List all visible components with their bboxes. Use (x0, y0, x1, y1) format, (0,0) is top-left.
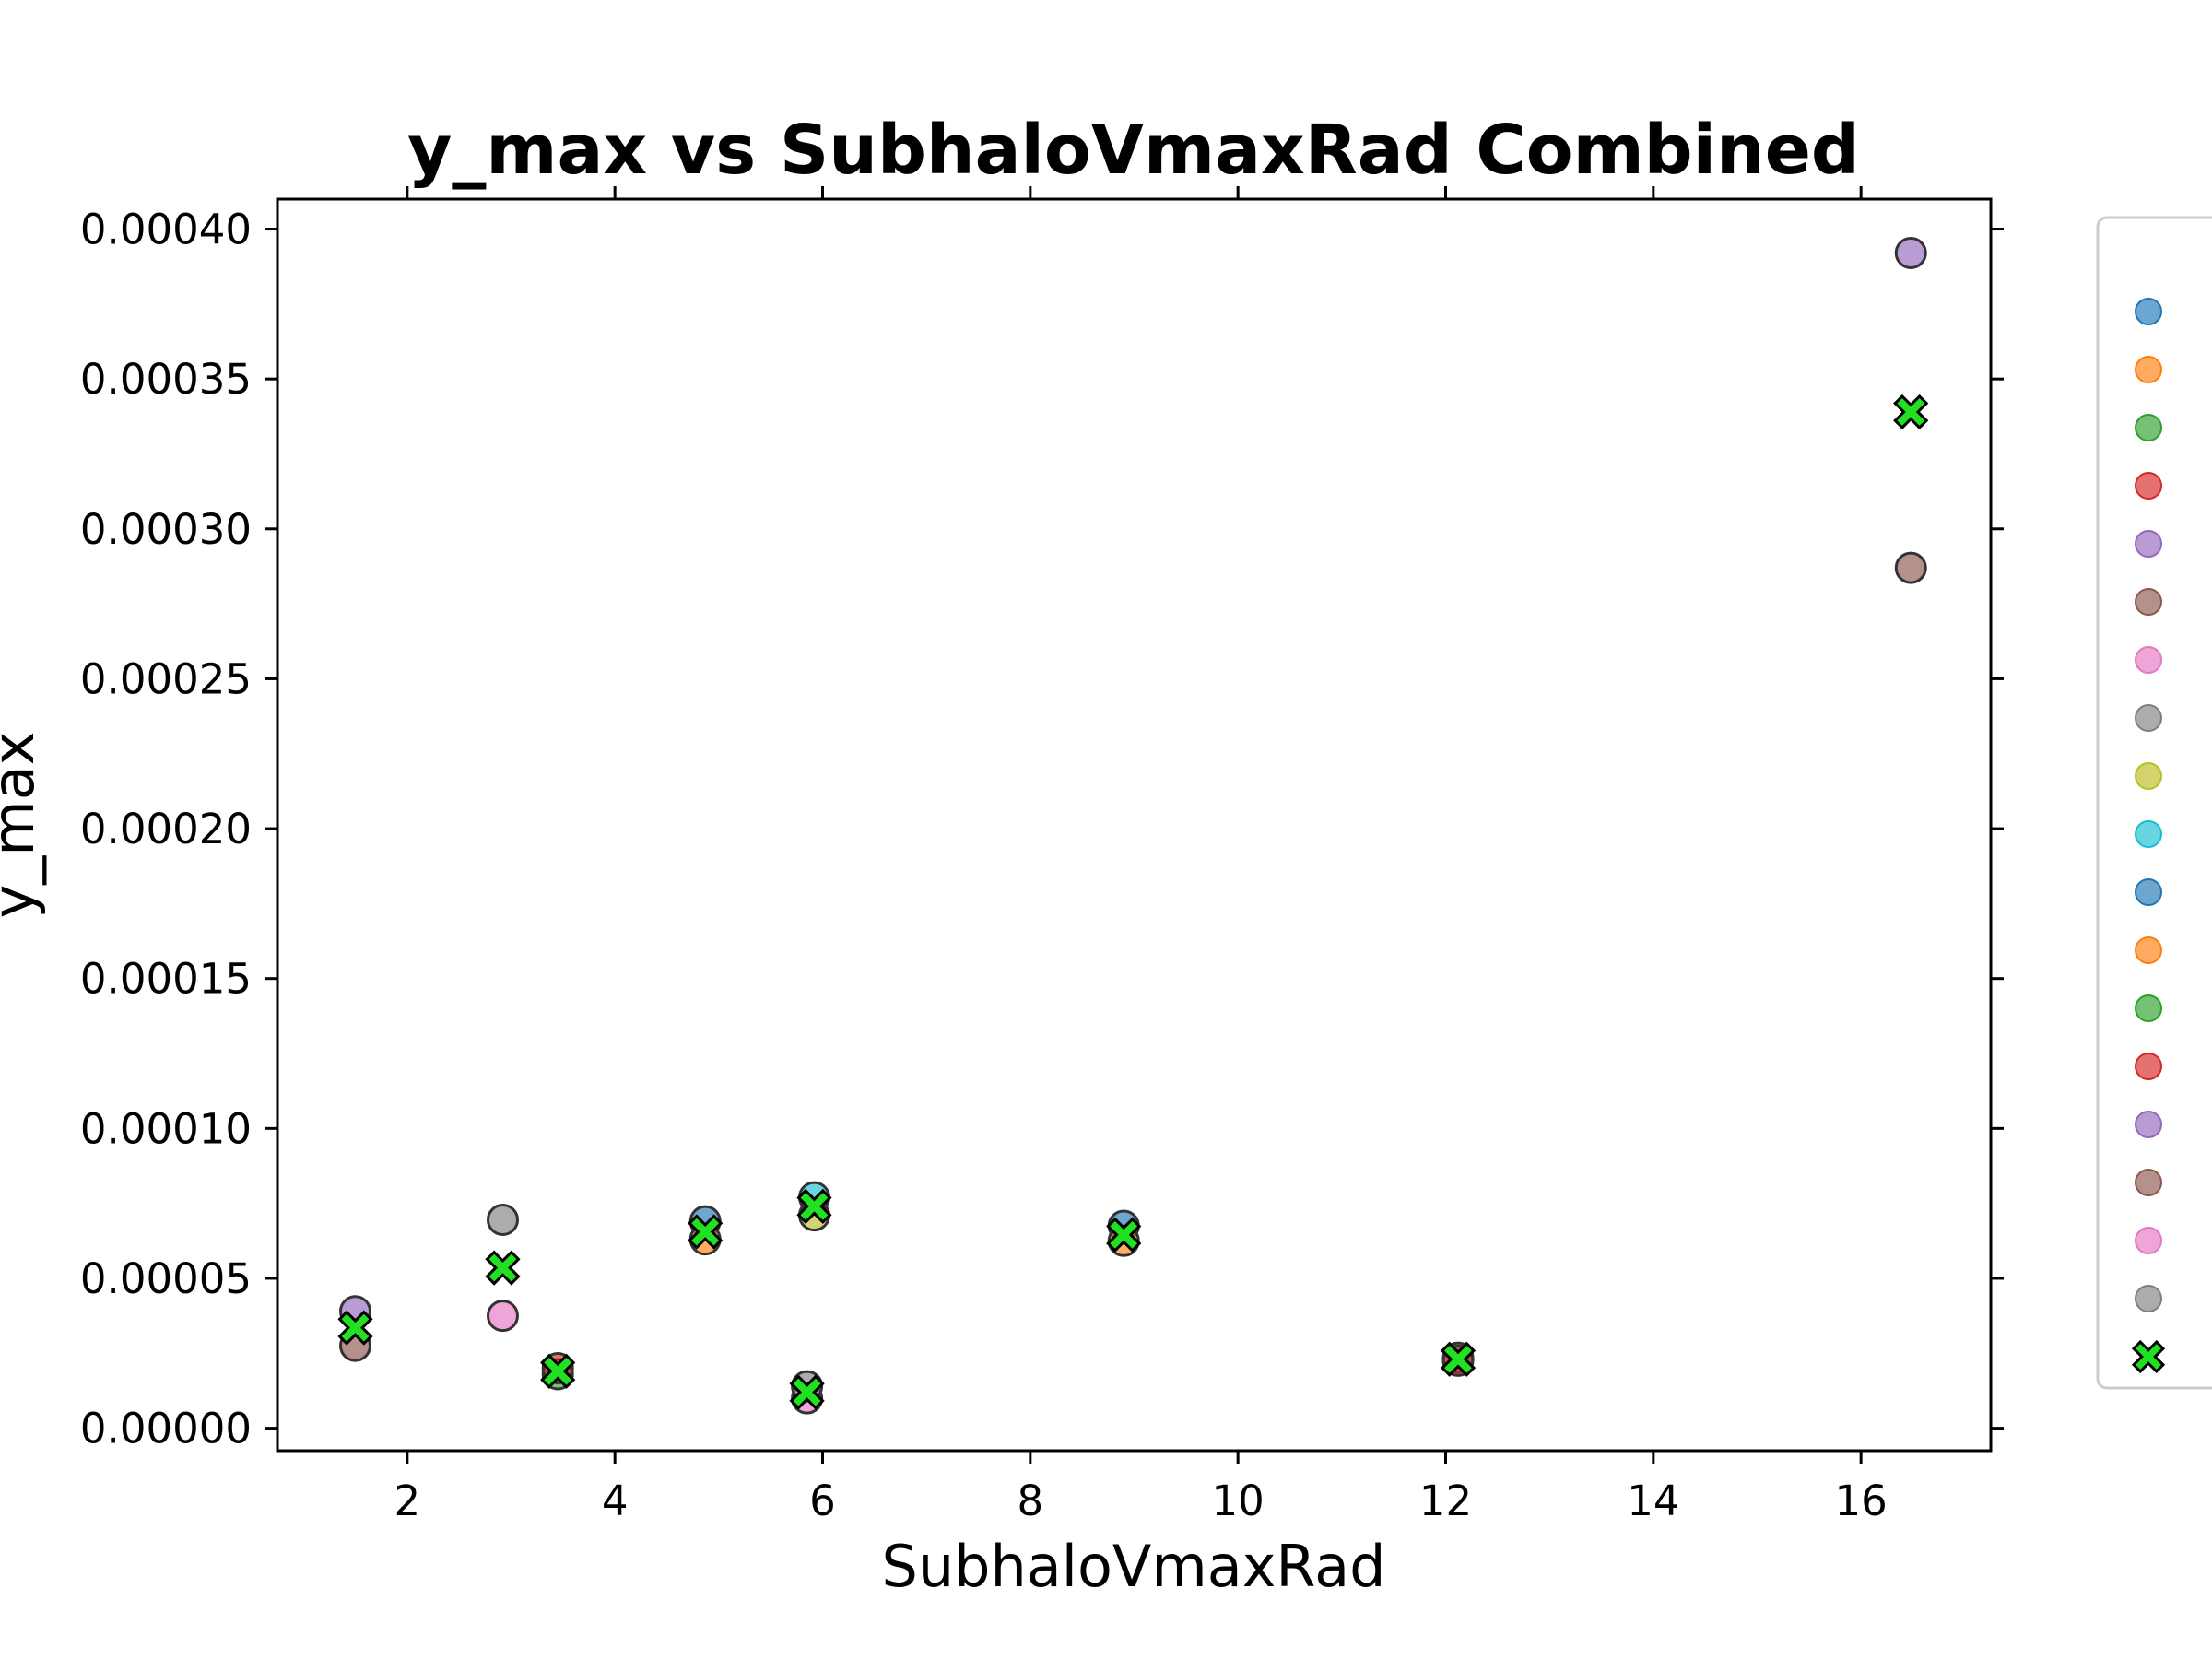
scatter-point (486, 1204, 519, 1237)
x-marker-point (1440, 1341, 1477, 1377)
y-tick-label: 0.00020 (80, 805, 252, 853)
chart-title: y_max vs SubhaloVmaxRad Combined (407, 111, 1860, 190)
x-marker-point (796, 1188, 832, 1225)
x-tick-label: 2 (394, 1477, 421, 1525)
legend-marker (2135, 530, 2162, 558)
legend-marker (2135, 298, 2162, 325)
legend-marker (2135, 1111, 2162, 1138)
y-tick-label: 0.00030 (80, 505, 252, 554)
x-marker-point (485, 1250, 521, 1286)
scatter-point (1894, 237, 1927, 270)
y-tick-label: 0.00035 (80, 355, 252, 404)
scatter-point (1894, 551, 1927, 584)
x-tick-label: 8 (1018, 1477, 1044, 1525)
scatter-point (486, 1300, 519, 1333)
x-marker-point (1893, 394, 1929, 430)
y-tick-label: 0.00015 (80, 955, 252, 1004)
legend-marker (2135, 994, 2162, 1022)
x-tick-label: 10 (1212, 1477, 1265, 1525)
x-marker-point (1106, 1217, 1142, 1253)
x-axis: 2 4 6 8 10 12 14 16 (394, 186, 1888, 1525)
legend-marker (2135, 762, 2162, 790)
legend-marker (2135, 878, 2162, 906)
legend-box (2096, 216, 2212, 1390)
legend-x-marker (2131, 1339, 2166, 1374)
legend-marker (2135, 820, 2162, 848)
legend-marker (2135, 936, 2162, 964)
x-tick-label: 6 (809, 1477, 836, 1525)
legend-marker (2135, 1053, 2162, 1080)
x-axis-label: SubhaloVmaxRad (881, 1533, 1385, 1600)
legend-marker (2135, 414, 2162, 441)
legend-marker (2135, 472, 2162, 500)
legend-marker (2135, 588, 2162, 616)
plot-points (337, 237, 1929, 1415)
x-marker-point (688, 1214, 724, 1250)
legend-marker (2135, 1169, 2162, 1196)
legend (2131, 298, 2166, 1374)
legend-marker (2135, 646, 2162, 674)
y-tick-label: 0.00040 (80, 206, 252, 254)
x-marker-point (540, 1353, 576, 1389)
x-tick-label: 4 (602, 1477, 629, 1525)
legend-marker (2135, 704, 2162, 732)
plot-frame (276, 197, 1993, 1453)
x-tick-label: 16 (1835, 1477, 1888, 1525)
y-axis: 0.00000 0.00005 0.00010 0.00015 0.00020 0.000… (80, 206, 2004, 1453)
x-marker-point (789, 1374, 825, 1410)
y-tick-label: 0.00010 (80, 1104, 252, 1153)
x-tick-label: 14 (1627, 1477, 1679, 1525)
y-axis-label: y_max (0, 732, 47, 919)
y-tick-label: 0.00000 (80, 1405, 252, 1453)
legend-marker (2135, 1285, 2162, 1312)
x-tick-label: 12 (1419, 1477, 1472, 1525)
legend-marker (2135, 356, 2162, 383)
y-tick-label: 0.00005 (80, 1254, 252, 1303)
x-marker-point (337, 1310, 373, 1346)
y-tick-label: 0.00025 (80, 654, 252, 703)
legend-marker (2135, 1227, 2162, 1254)
